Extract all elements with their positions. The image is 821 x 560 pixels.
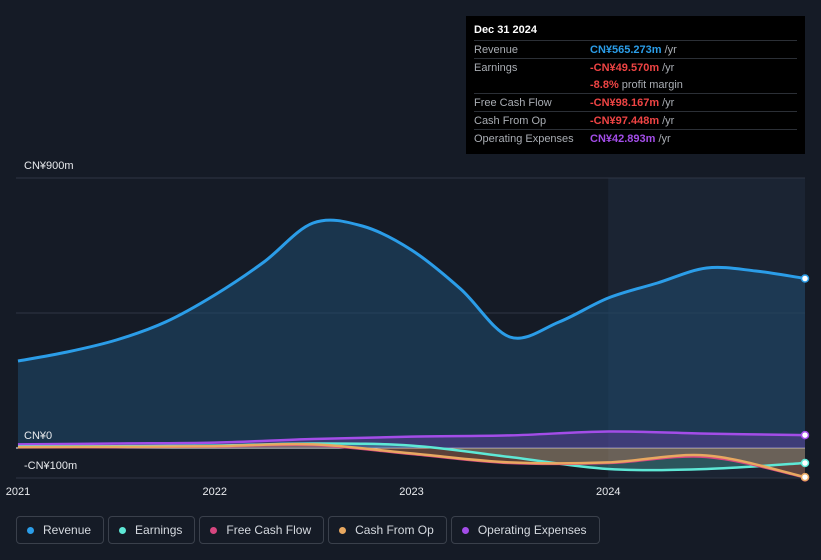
legend-label: Revenue: [43, 523, 92, 537]
tooltip-row-revenue: Revenue CN¥565.273m /yr: [474, 40, 797, 58]
legend-dot-icon: [27, 526, 34, 534]
endpoint-revenue: [800, 274, 810, 283]
legend-label: Free Cash Flow: [226, 523, 312, 537]
tooltip-value: -CN¥49.570m: [590, 61, 660, 74]
x-axis-ticks: 2021 2022 2023 2024: [6, 486, 621, 498]
endpoint-operating-expenses: [800, 430, 810, 440]
legend-dot-icon: [461, 526, 469, 534]
tooltip-value: -CN¥98.167m: [590, 96, 660, 109]
endpoint-cash-from-op: [800, 472, 810, 482]
legend-label: Earnings: [135, 523, 183, 537]
x-tick-label: 2023: [399, 486, 423, 498]
tooltip-unit: /yr: [662, 61, 675, 74]
area-cash-from-op: [17, 444, 805, 478]
tooltip-row-operating-expenses: Operating Expenses CN¥42.893m /yr: [474, 129, 797, 147]
tooltip-row-free-cash-flow: Free Cash Flow -CN¥98.167m /yr: [474, 93, 797, 111]
legend-item-earnings[interactable]: Earnings: [108, 516, 196, 544]
tooltip-unit: profit margin: [621, 78, 683, 91]
tooltip-value: -8.8%: [590, 78, 619, 91]
tooltip-row-margin: -8.8% profit margin: [474, 76, 797, 93]
data-tooltip: Dec 31 2024 Revenue CN¥565.273m /yr Earn…: [466, 16, 805, 154]
legend-item-free-cash-flow[interactable]: Free Cash Flow: [199, 516, 325, 544]
legend-item-operating-expenses[interactable]: Operating Expenses: [450, 516, 600, 544]
tooltip-unit: /yr: [662, 114, 675, 127]
tooltip-unit: /yr: [658, 132, 671, 145]
y-axis-bottom-label: -CN¥100m: [24, 460, 78, 472]
tooltip-date: Dec 31 2024: [474, 24, 537, 36]
y-axis-top-label: CN¥900m: [24, 160, 74, 172]
x-tick-label: 2021: [6, 486, 30, 498]
tooltip-label: Free Cash Flow: [474, 96, 552, 109]
area-free-cash-flow: [17, 444, 805, 478]
tooltip-unit: /yr: [664, 43, 677, 56]
legend-dot-icon: [210, 526, 218, 534]
line-operating-expenses: [17, 430, 806, 446]
tooltip-value: CN¥42.893m: [590, 132, 656, 145]
line-cash-from-op: [17, 442, 806, 479]
x-tick-label: 2022: [202, 486, 226, 498]
legend-item-cash-from-op[interactable]: Cash From Op: [328, 516, 447, 544]
tooltip-row-cash-from-op: Cash From Op -CN¥97.448m /yr: [474, 111, 797, 129]
endpoint-earnings: [800, 458, 810, 468]
legend-dot-icon: [339, 526, 347, 534]
tooltip-unit: /yr: [662, 96, 675, 109]
x-tick-label: 2024: [596, 486, 620, 498]
tooltip-label: Earnings: [474, 61, 518, 74]
tooltip-row-earnings: Earnings -CN¥49.570m /yr: [474, 58, 797, 76]
tooltip-label: Revenue: [474, 43, 519, 56]
tooltip-label: Cash From Op: [474, 114, 547, 127]
legend-label: Operating Expenses: [477, 523, 587, 537]
line-revenue: [17, 218, 806, 363]
series-end-points: [800, 274, 810, 482]
area-revenue: [17, 220, 805, 448]
legend-item-revenue[interactable]: Revenue: [16, 516, 105, 544]
chart-legend: Revenue Earnings Free Cash Flow Cash Fro…: [16, 516, 600, 544]
tooltip-value: -CN¥97.448m: [590, 114, 660, 127]
y-axis-zero-label: CN¥0: [24, 430, 53, 442]
tooltip-label: Operating Expenses: [474, 132, 574, 145]
legend-dot-icon: [119, 526, 127, 534]
series-lines: [17, 218, 806, 479]
tooltip-value: CN¥565.273m: [590, 43, 662, 56]
area-operating-expenses: [17, 431, 805, 448]
legend-label: Cash From Op: [355, 523, 434, 537]
